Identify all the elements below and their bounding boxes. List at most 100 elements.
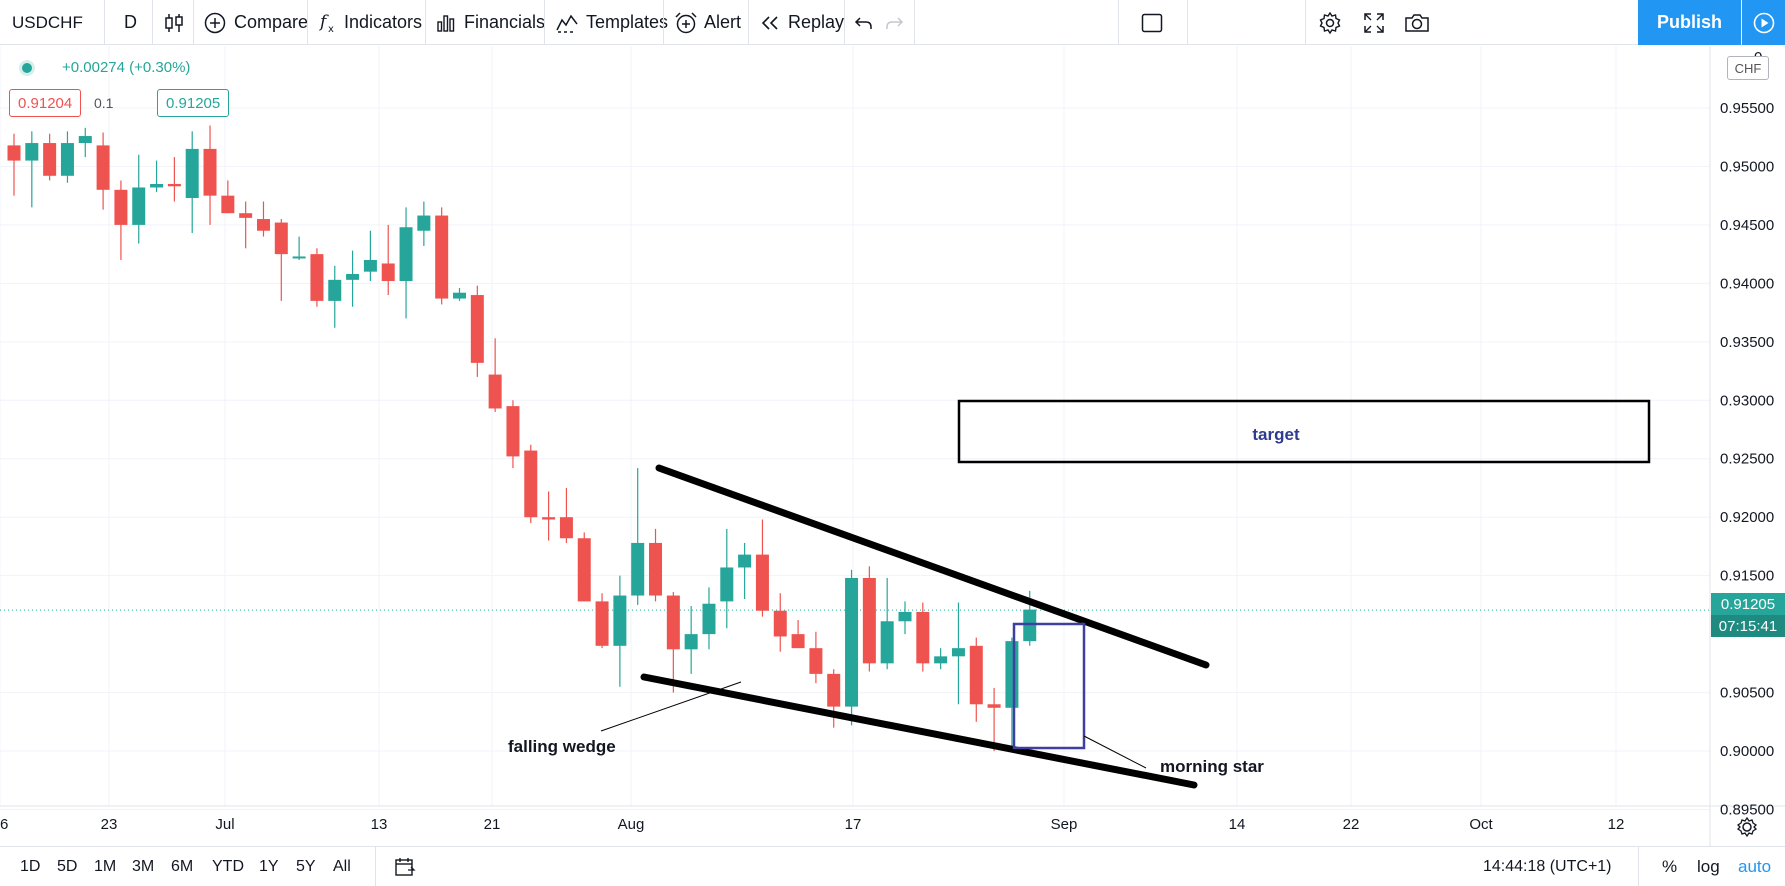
chart-type-button[interactable] [164,0,184,45]
publish-video-button[interactable] [1742,0,1785,45]
timeframe-6m[interactable]: 6M [171,858,194,875]
log-scale-toggle[interactable]: log [1697,857,1720,876]
fullscreen-button[interactable] [1363,0,1385,45]
target-zone[interactable] [957,399,1651,464]
candle-body [417,215,431,231]
candle [43,133,57,181]
replay-button[interactable]: Replay [760,0,844,45]
candle-body [150,183,164,188]
sell-price-button[interactable]: 0.91204 [9,89,82,117]
buy-price-button[interactable]: 0.91205 [157,89,230,117]
fullscreen-icon [1364,12,1384,33]
timeframe-ytd[interactable]: YTD [212,858,244,875]
alert-label: Alert [704,12,742,32]
go-to-date-button[interactable] [394,847,416,886]
candle [702,587,716,650]
price-tick-label: 0.95500 [1720,100,1774,117]
candle-body [951,648,965,657]
layout-button[interactable] [1141,0,1163,45]
price-tick-label: 0.89500 [1720,802,1774,819]
symbol-search[interactable]: USDCHF [12,0,83,45]
toolbar-divider [663,0,664,45]
time-axis[interactable]: 6 23 Jul 13 21 Aug 17 Sep 14 22 Oct 12 [0,816,1624,833]
redo-icon [886,16,904,29]
price-chart[interactable]: 0.95500 0.95000 0.94500 0.94000 0.93500 0.930… [0,46,1785,846]
settings-button[interactable] [1318,0,1342,45]
candle [417,201,431,246]
templates-button[interactable]: Templates [556,0,668,45]
candle-body [791,634,805,649]
time-axis-settings-icon[interactable] [1736,816,1758,838]
indicators-button[interactable]: f x Indicators [318,0,422,45]
candle [969,637,983,722]
candle [845,569,859,726]
candle [221,180,235,214]
toolbar-divider [425,0,426,45]
candle [595,593,609,649]
toolbar-divider [307,0,308,45]
price-tick-label: 0.94500 [1720,217,1774,234]
candle [185,131,199,234]
candle [488,338,502,412]
market-status-dot [22,63,32,73]
candle [399,207,413,319]
wedge-upper-line[interactable] [655,464,1210,669]
timeframe-5d[interactable]: 5D [57,858,78,875]
candle [684,606,698,674]
time-tick-label: 23 [101,816,118,833]
price-tick-label: 0.92500 [1720,451,1774,468]
price-axis[interactable]: 0.95500 0.95000 0.94500 0.94000 0.93500 0.930… [1720,49,1774,819]
morning-star-box[interactable] [1012,622,1086,750]
time-tick-label: Oct [1469,816,1493,833]
time-tick-label: Jul [215,816,234,833]
wedge-lower-line[interactable] [640,673,1198,789]
interval-button[interactable]: D [124,0,137,45]
toolbar-divider [1118,0,1119,45]
time-tick-label: 17 [845,816,862,833]
candle-body [506,406,520,457]
candle-body [880,621,894,664]
undo-button[interactable] [854,0,874,45]
timeframe-1y[interactable]: 1Y [259,858,279,875]
price-tick-label: 0.95000 [1720,158,1774,175]
redo-button[interactable] [884,0,904,45]
compare-button[interactable]: Compare [204,0,308,45]
price-tick-label: 0.90500 [1720,685,1774,702]
timeframe-3m[interactable]: 3M [132,858,155,875]
candle [916,602,930,672]
timeframe-1m[interactable]: 1M [94,858,117,875]
candle [310,248,324,307]
svg-text:x: x [328,24,334,34]
time-zone-clock[interactable]: 14:44:18 (UTC+1) [1483,858,1612,875]
candle [666,592,680,693]
candle [613,575,627,687]
candle [577,532,591,602]
falling-wedge-pointer [600,681,742,732]
financials-button[interactable]: Financials [436,0,545,45]
candle-body [96,145,110,190]
currency-badge[interactable]: CHF [1727,56,1769,80]
candle-body [862,578,876,664]
percent-scale-toggle[interactable]: % [1662,857,1678,876]
candle-body [720,567,734,602]
candle-body [203,148,217,196]
candle-body [256,219,270,231]
timeframe-5y[interactable]: 5Y [296,858,316,875]
publish-button[interactable]: Publish [1638,0,1741,45]
replay-icon [761,15,778,30]
candle-body [310,254,324,301]
candle-body [845,578,859,707]
candle-body [631,542,645,596]
compare-label: Compare [234,12,309,32]
price-change: +0.00274 (+0.30%) [62,59,191,76]
candle-body [755,554,769,611]
alert-button[interactable]: Alert [674,0,741,45]
candle [951,602,965,705]
candle-body [827,673,841,707]
snapshot-button[interactable] [1404,0,1430,45]
candle-body [470,295,484,363]
auto-scale-toggle[interactable]: auto [1738,857,1772,876]
candle-body [488,374,502,409]
timeframe-1d[interactable]: 1D [20,858,41,875]
timeframe-all[interactable]: All [333,858,351,875]
